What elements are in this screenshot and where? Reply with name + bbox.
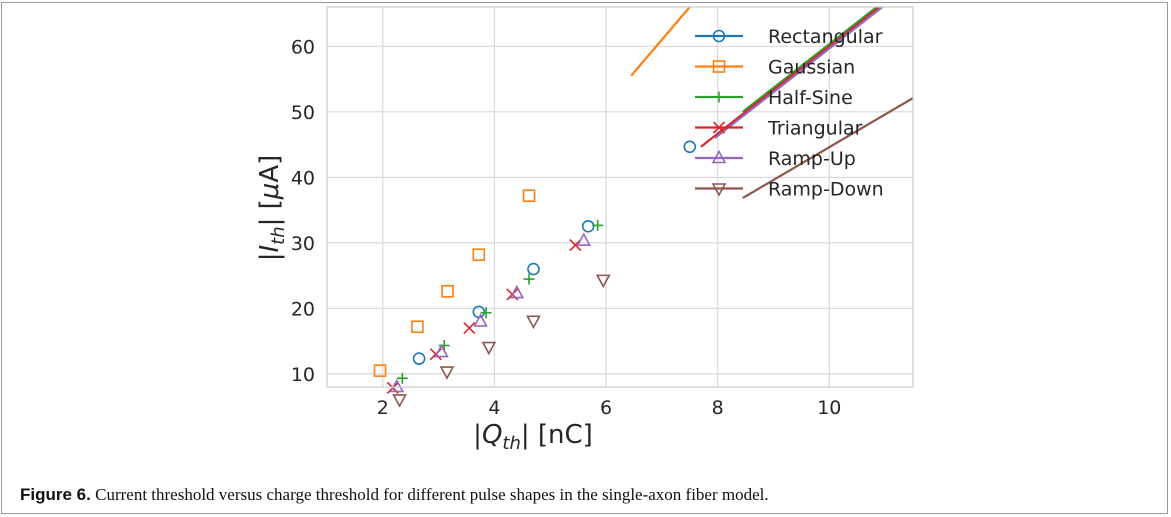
legend-marker: [713, 91, 725, 103]
legend-label: Ramp-Down: [768, 179, 884, 201]
gridlines: [327, 7, 913, 387]
x-axis-label: |Qth| [nC]: [473, 420, 593, 454]
data-point-ramp-up: [434, 343, 449, 358]
legend-item-ramp-down: Ramp-Down: [695, 179, 884, 201]
data-point-rectangular: [683, 140, 697, 154]
caption-text: Current threshold versus charge threshol…: [90, 485, 769, 504]
x-tick-label: 2: [377, 397, 389, 419]
y-tick-label: 50: [291, 102, 315, 124]
series-line-half-sine: [742, 7, 879, 113]
data-point-ramp-up: [389, 378, 405, 393]
legend-marker: [712, 121, 726, 134]
data-point-gaussian: [373, 364, 387, 377]
series-lines: [630, 7, 913, 199]
legend-item-gaussian: Gaussian: [695, 57, 855, 79]
y-tick-label: 40: [291, 167, 315, 189]
data-point-half-sine: [396, 372, 408, 384]
x-tick-label: 4: [488, 397, 500, 419]
y-tick-label: 60: [291, 36, 315, 58]
y-tick-label: 20: [291, 298, 315, 320]
legend: Rectangular Gaussian Half-Sine Triangular Ra…: [695, 26, 884, 201]
legend-item-rectangular: Rectangular: [695, 26, 883, 48]
data-point-ramp-up: [509, 284, 525, 299]
data-point-half-sine: [480, 307, 492, 319]
plot-background: [327, 7, 913, 387]
data-point-ramp-down: [526, 315, 541, 329]
x-tick-labels: 2 4 6 8 10: [377, 397, 842, 419]
data-point-gaussian: [441, 285, 454, 298]
data-point-rectangular: [527, 262, 540, 276]
legend-item-ramp-up: Ramp-Up: [695, 148, 856, 170]
legend-marker: [711, 183, 727, 197]
data-point-rectangular: [581, 219, 595, 233]
chart: 2 4 6 8 10 10 20 30 40 50 60 Rectangular Gaussian H…: [255, 6, 914, 454]
data-point-rectangular: [412, 352, 426, 365]
x-tick-label: 8: [712, 397, 724, 419]
legend-marker: [712, 29, 726, 43]
y-axis-label: |Ith| [μA]: [255, 155, 289, 262]
data-point-gaussian: [411, 320, 424, 334]
legend-item-half-sine: Half-Sine: [695, 87, 853, 109]
data-point-ramp-up: [473, 313, 488, 327]
y-tick-label: 10: [291, 364, 315, 386]
legend-label: Ramp-Up: [768, 148, 856, 170]
x-tick-label: 10: [817, 397, 841, 419]
legend-marker: [712, 60, 726, 73]
series-line-gaussian: [630, 7, 692, 77]
series-line-ramp-up: [714, 7, 885, 139]
data-point-ramp-down: [392, 394, 407, 408]
y-tick-labels: 10 20 30 40 50 60: [291, 36, 315, 386]
series-line-triangular: [700, 7, 882, 148]
legend-label: Half-Sine: [768, 87, 853, 109]
plot-border: [326, 6, 914, 388]
legend-label: Triangular: [767, 118, 863, 140]
data-point-ramp-down: [595, 274, 611, 289]
data-point-ramp-down: [439, 366, 455, 380]
caption-label: Figure 6.: [20, 485, 91, 504]
legend-label: Gaussian: [768, 57, 855, 79]
data-point-gaussian: [472, 248, 486, 261]
series-line-ramp-down: [742, 96, 913, 199]
data-point-ramp-up: [576, 232, 592, 246]
x-tick-label: 6: [600, 397, 612, 419]
series-markers: [373, 140, 697, 408]
data-point-half-sine: [523, 273, 535, 285]
legend-marker: [711, 149, 727, 164]
data-point-half-sine: [592, 219, 604, 231]
legend-label: Rectangular: [768, 26, 883, 48]
data-point-gaussian: [522, 189, 536, 202]
data-point-ramp-down: [481, 341, 497, 356]
legend-item-triangular: Triangular: [695, 118, 863, 140]
figure-caption: Figure 6. Current threshold versus charg…: [20, 485, 769, 505]
y-tick-label: 30: [291, 233, 315, 255]
data-point-triangular: [463, 321, 476, 335]
